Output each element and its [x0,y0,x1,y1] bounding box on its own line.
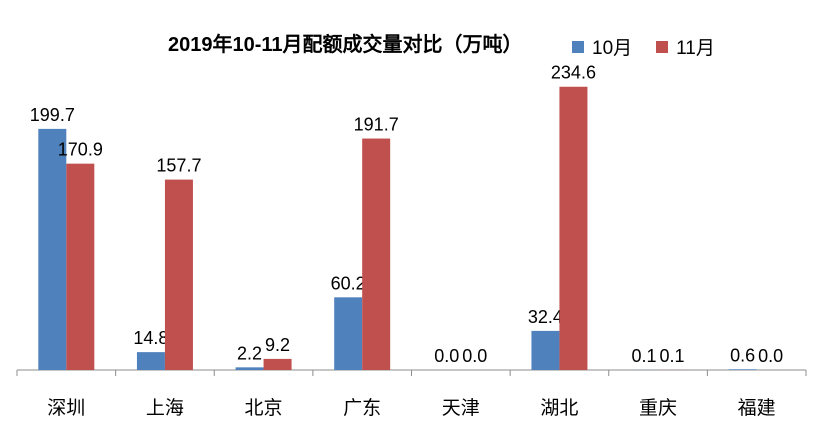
legend-item-nov: 11月 [656,33,715,60]
x-tick-label: 北京 [245,397,283,419]
x-tick-label: 深圳 [47,397,85,419]
bar-nov [559,86,588,371]
legend-item-oct: 10月 [572,33,632,60]
data-label: 9.2 [265,335,290,355]
bar-nov [362,138,391,370]
bar-oct [235,367,264,370]
data-label: 60.2 [331,273,366,293]
data-label: 191.7 [354,115,399,135]
x-tick-label: 福建 [738,397,776,419]
bar-nov [263,358,292,370]
bar-oct [334,297,363,370]
data-label: 32.4 [528,307,563,327]
bar-oct [38,128,67,370]
legend-swatch-nov [656,40,669,53]
data-label: 0.0 [434,346,459,366]
chart-legend: 10月 11月 [572,33,739,60]
x-tick-label: 湖北 [540,397,578,419]
data-label: 0.1 [660,346,685,366]
bar-nov [164,179,193,370]
x-tick-label: 广东 [343,397,381,419]
legend-label-nov: 11月 [676,38,715,59]
data-label: 199.7 [30,105,75,125]
data-label: 0.6 [730,345,755,365]
bar-nov [66,163,95,370]
data-label: 170.9 [58,140,103,160]
data-label: 0.0 [758,346,783,366]
legend-swatch-oct [572,40,584,53]
bar-oct [728,369,757,370]
bar-oct [531,330,560,370]
data-label: 0.0 [462,346,487,366]
data-label: 2.2 [237,343,262,363]
data-label: 14.8 [133,328,168,348]
bar-oct [136,352,165,370]
chart-title: 2019年10-11月配额成交量对比（万吨） [168,34,523,56]
x-tick-label: 上海 [146,397,184,419]
x-tick-label: 重庆 [639,397,677,419]
legend-label-oct: 10月 [592,38,633,59]
data-label: 157.7 [156,156,201,176]
data-label: 0.1 [632,346,657,366]
x-tick-label: 天津 [442,397,480,419]
data-label: 234.6 [551,63,596,83]
